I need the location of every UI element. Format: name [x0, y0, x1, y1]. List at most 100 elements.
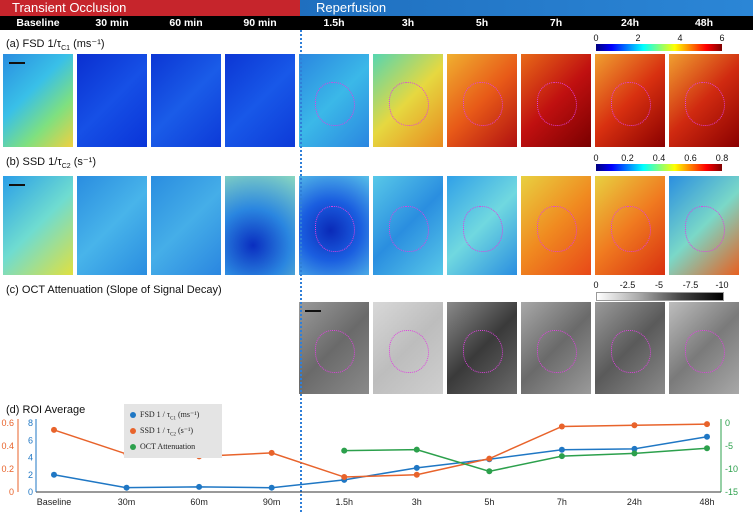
fsd-image — [373, 54, 443, 147]
green-axis-tick: -10 — [725, 464, 738, 474]
ssd-image — [151, 176, 221, 275]
colorbar-tick: -10 — [715, 280, 729, 290]
reperfusion-label: Reperfusion — [316, 0, 387, 15]
fsd-data-point — [123, 484, 130, 491]
green-axis-tick: -15 — [725, 487, 738, 497]
fsd-data-point — [413, 464, 420, 471]
colorbar-tick: 4 — [677, 33, 683, 43]
x-tick-label: 7h — [557, 497, 567, 507]
oct-image — [373, 302, 443, 394]
ssd-image — [373, 176, 443, 275]
timepoint-label: Baseline — [16, 17, 60, 29]
colorbar-tick: 0.4 — [652, 153, 666, 163]
oct-image — [595, 302, 665, 394]
roi-outline — [537, 81, 577, 126]
oct-data-point — [704, 445, 710, 452]
fsd-image — [3, 54, 73, 147]
panel-d-label: (d) ROI Average — [6, 404, 86, 416]
panel-a-label: (a) FSD 1/τC1 (ms⁻¹) — [6, 38, 105, 53]
colorbar-tick: 0 — [593, 33, 599, 43]
roi-outline — [389, 205, 429, 253]
timepoint-label: 48h — [694, 17, 714, 29]
roi-outline — [463, 329, 503, 373]
x-tick-label: 90m — [263, 497, 281, 507]
timepoint-label: 7h — [549, 17, 563, 29]
scale-bar — [9, 184, 25, 186]
ssd-image — [299, 176, 369, 275]
oct-image — [299, 302, 369, 394]
scale-bar — [305, 310, 321, 312]
green-axis-tick: 0 — [725, 418, 730, 428]
blue-axis-tick: 2 — [28, 470, 33, 480]
colorbar-tick: 0 — [593, 153, 599, 163]
chart-legend: FSD 1 / τC1 (ms⁻¹) SSD 1 / τC2 (s⁻¹) OCT… — [124, 404, 222, 458]
fsd-image — [151, 54, 221, 147]
colorbar-tick: -2.5 — [619, 280, 636, 290]
ssd-image — [77, 176, 147, 275]
timepoint-label: 60 min — [169, 17, 203, 29]
colorbar-tick: 0.2 — [621, 153, 634, 163]
roi-outline — [463, 205, 503, 253]
roi-outline — [315, 81, 355, 126]
ssd-image — [225, 176, 295, 275]
ssd-data-point — [268, 449, 275, 456]
panel-c-label: (c) OCT Attenuation (Slope of Signal Dec… — [6, 284, 222, 296]
roi-outline — [537, 329, 577, 373]
roi-outline — [611, 329, 651, 373]
x-tick-label: 3h — [412, 497, 422, 507]
legend-fsd: FSD 1 / τC1 (ms⁻¹) — [130, 410, 199, 422]
orange-axis-tick: 0.4 — [1, 441, 14, 451]
timepoint-label: 30 min — [95, 17, 129, 29]
blue-axis-tick: 4 — [28, 453, 33, 463]
colorbar-tick: 2 — [635, 33, 641, 43]
oct-image — [521, 302, 591, 394]
oct-data-point — [558, 453, 565, 460]
fsd-image — [521, 54, 591, 147]
oct-series-line — [344, 447, 708, 473]
roi-outline — [389, 329, 429, 373]
ssd-data-point — [631, 422, 638, 429]
oct-colorbar — [596, 292, 724, 301]
ssd-image — [595, 176, 665, 275]
blue-axis-tick: 0 — [28, 487, 33, 497]
ssd-image — [521, 176, 591, 275]
oct-image — [447, 302, 517, 394]
scale-bar — [9, 62, 25, 64]
fsd-image — [595, 54, 665, 147]
legend-oct: OCT Attenuation — [130, 442, 195, 451]
fsd-data-point — [268, 484, 275, 491]
oct-data-point — [486, 468, 493, 475]
timepoint-bar — [0, 16, 753, 30]
fsd-image — [77, 54, 147, 147]
timepoint-label: 24h — [620, 17, 640, 29]
colorbar-tick: -7.5 — [682, 280, 699, 290]
fsd-data-point — [631, 445, 638, 452]
ssd-data-point — [51, 426, 57, 433]
occlusion-banner — [0, 0, 300, 16]
roi-outline — [537, 205, 577, 253]
legend-ssd: SSD 1 / τC2 (s⁻¹) — [130, 426, 193, 438]
orange-axis-tick: 0 — [9, 487, 14, 497]
blue-axis-tick: 6 — [28, 435, 33, 445]
x-tick-label: 5h — [484, 497, 494, 507]
ssd-colorbar — [596, 164, 722, 171]
fsd-image — [669, 54, 739, 147]
ssd-image — [3, 176, 73, 275]
fsd-data-point — [51, 471, 57, 478]
ssd-data-point — [341, 474, 348, 481]
timepoint-label: 3h — [401, 17, 415, 29]
occlusion-label: Transient Occlusion — [12, 0, 127, 15]
timepoint-label: 1.5h — [323, 17, 345, 29]
reperfusion-banner — [300, 0, 753, 16]
orange-axis-tick: 0.2 — [1, 464, 14, 474]
ssd-image — [669, 176, 739, 275]
oct-data-point — [341, 447, 348, 454]
roi-outline — [685, 205, 725, 253]
roi-outline — [315, 205, 355, 253]
roi-outline — [315, 329, 355, 373]
fsd-image — [447, 54, 517, 147]
blue-axis-tick: 8 — [28, 418, 33, 428]
green-axis-tick: -5 — [725, 441, 733, 451]
x-tick-label: 60m — [190, 497, 208, 507]
x-tick-label: 30m — [118, 497, 136, 507]
